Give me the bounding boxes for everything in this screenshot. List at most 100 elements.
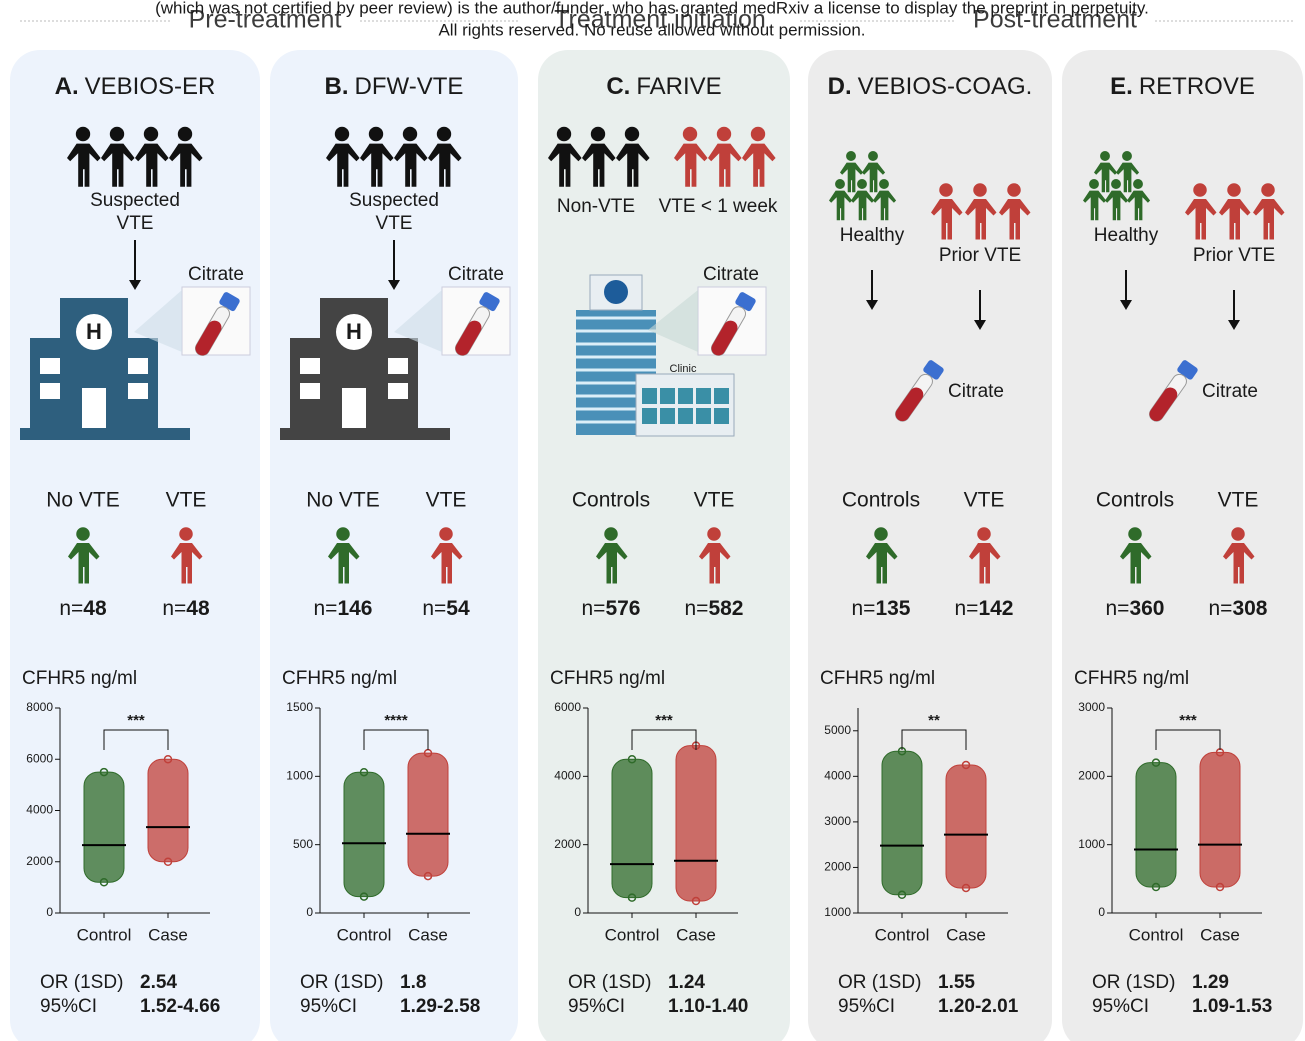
head — [437, 127, 451, 141]
panel-title-part: A. — [55, 73, 79, 100]
head — [977, 527, 991, 541]
panel-title-part: C. — [606, 73, 630, 100]
label: Citrate — [703, 264, 759, 285]
y-tick-label: 2000 — [26, 854, 53, 868]
y-tick-label: 0 — [574, 905, 581, 919]
head — [604, 527, 618, 541]
y-tick-label: 2000 — [824, 860, 851, 874]
y-tick-label: 1000 — [824, 905, 851, 919]
n-label: n=582 — [685, 597, 744, 620]
x-tick-label: Case — [408, 925, 448, 944]
dot-range — [148, 759, 188, 862]
dot-range — [1136, 763, 1176, 887]
label: CFHR5 ng/ml — [282, 668, 397, 689]
window — [642, 408, 657, 424]
head — [336, 527, 350, 541]
label: 95%CI — [40, 996, 97, 1017]
label: VTE — [166, 489, 207, 512]
building — [20, 428, 190, 440]
n-prefix: n= — [162, 597, 186, 620]
n-label: n=48 — [162, 597, 210, 620]
head — [846, 151, 856, 161]
label: VTE — [376, 213, 413, 234]
head — [557, 127, 571, 141]
panel-title-part: VEBIOS-ER — [85, 73, 216, 100]
n-value: 54 — [446, 597, 470, 620]
n-value: 360 — [1129, 597, 1164, 620]
n-prefix: n= — [955, 597, 979, 620]
head — [591, 127, 605, 141]
label: Prior VTE — [1193, 245, 1275, 266]
head — [857, 179, 867, 189]
head — [178, 127, 192, 141]
head — [403, 127, 417, 141]
n-label: n=308 — [1209, 597, 1268, 620]
head — [939, 183, 953, 197]
head — [1007, 183, 1021, 197]
label: 1.09-1.53 — [1192, 996, 1272, 1017]
n-label: n=135 — [852, 597, 911, 620]
y-tick-label: 0 — [46, 905, 53, 919]
dot-range — [408, 753, 448, 876]
x-tick-label: Case — [148, 925, 188, 944]
head — [1261, 183, 1275, 197]
label: Healthy — [1094, 225, 1159, 246]
n-prefix: n= — [1209, 597, 1233, 620]
y-tick-label: 500 — [293, 837, 313, 851]
n-prefix: n= — [582, 597, 606, 620]
n-label: n=146 — [314, 597, 373, 620]
label: Controls — [1096, 489, 1174, 512]
n-prefix: n= — [59, 597, 83, 620]
window — [128, 358, 148, 374]
sig-label: *** — [127, 712, 145, 729]
label: CFHR5 ng/ml — [820, 668, 935, 689]
label: OR (1SD) — [40, 972, 123, 993]
head — [973, 183, 987, 197]
building-sign-h: H — [86, 319, 102, 344]
phase-label: Pre-treatment — [189, 6, 342, 34]
sig-label: *** — [1179, 712, 1197, 729]
x-tick-label: Control — [1129, 925, 1184, 944]
y-tick-label: 8000 — [26, 700, 53, 714]
label: 1.10-1.40 — [668, 996, 748, 1017]
label: 1.29-2.58 — [400, 996, 480, 1017]
label: Suspected — [349, 190, 439, 211]
y-tick-label: 4000 — [26, 803, 53, 817]
window — [696, 408, 711, 424]
n-value: 146 — [337, 597, 372, 620]
label: CFHR5 ng/ml — [1074, 668, 1189, 689]
clinic-sign — [604, 280, 628, 304]
x-tick-label: Case — [676, 925, 716, 944]
y-tick-label: 5000 — [824, 723, 851, 737]
head — [868, 151, 878, 161]
dot-range — [612, 759, 652, 897]
label: 1.20-2.01 — [938, 996, 1019, 1017]
head — [1111, 179, 1121, 189]
head — [1133, 179, 1143, 189]
head — [335, 127, 349, 141]
label: VTE — [964, 489, 1005, 512]
sig-label: ** — [928, 712, 940, 729]
panel-bg — [808, 50, 1052, 1041]
label: Suspected — [90, 190, 180, 211]
sig-label: **** — [384, 712, 408, 729]
n-prefix: n= — [1106, 597, 1130, 620]
label: VTE — [426, 489, 467, 512]
panel-title-part: FARIVE — [636, 73, 721, 100]
phase-label: Treatment initiation — [554, 6, 766, 34]
y-tick-label: 4000 — [554, 769, 581, 783]
head — [683, 127, 697, 141]
window — [128, 383, 148, 399]
label: Prior VTE — [939, 245, 1021, 266]
window — [678, 408, 693, 424]
head — [835, 179, 845, 189]
x-tick-label: Control — [337, 925, 392, 944]
n-prefix: n= — [314, 597, 338, 620]
head — [179, 527, 193, 541]
sig-label: *** — [655, 712, 673, 729]
label: 1.55 — [938, 972, 975, 993]
label: Citrate — [1202, 381, 1258, 402]
label: Clinic — [670, 363, 697, 375]
door — [342, 388, 366, 428]
head — [1227, 183, 1241, 197]
